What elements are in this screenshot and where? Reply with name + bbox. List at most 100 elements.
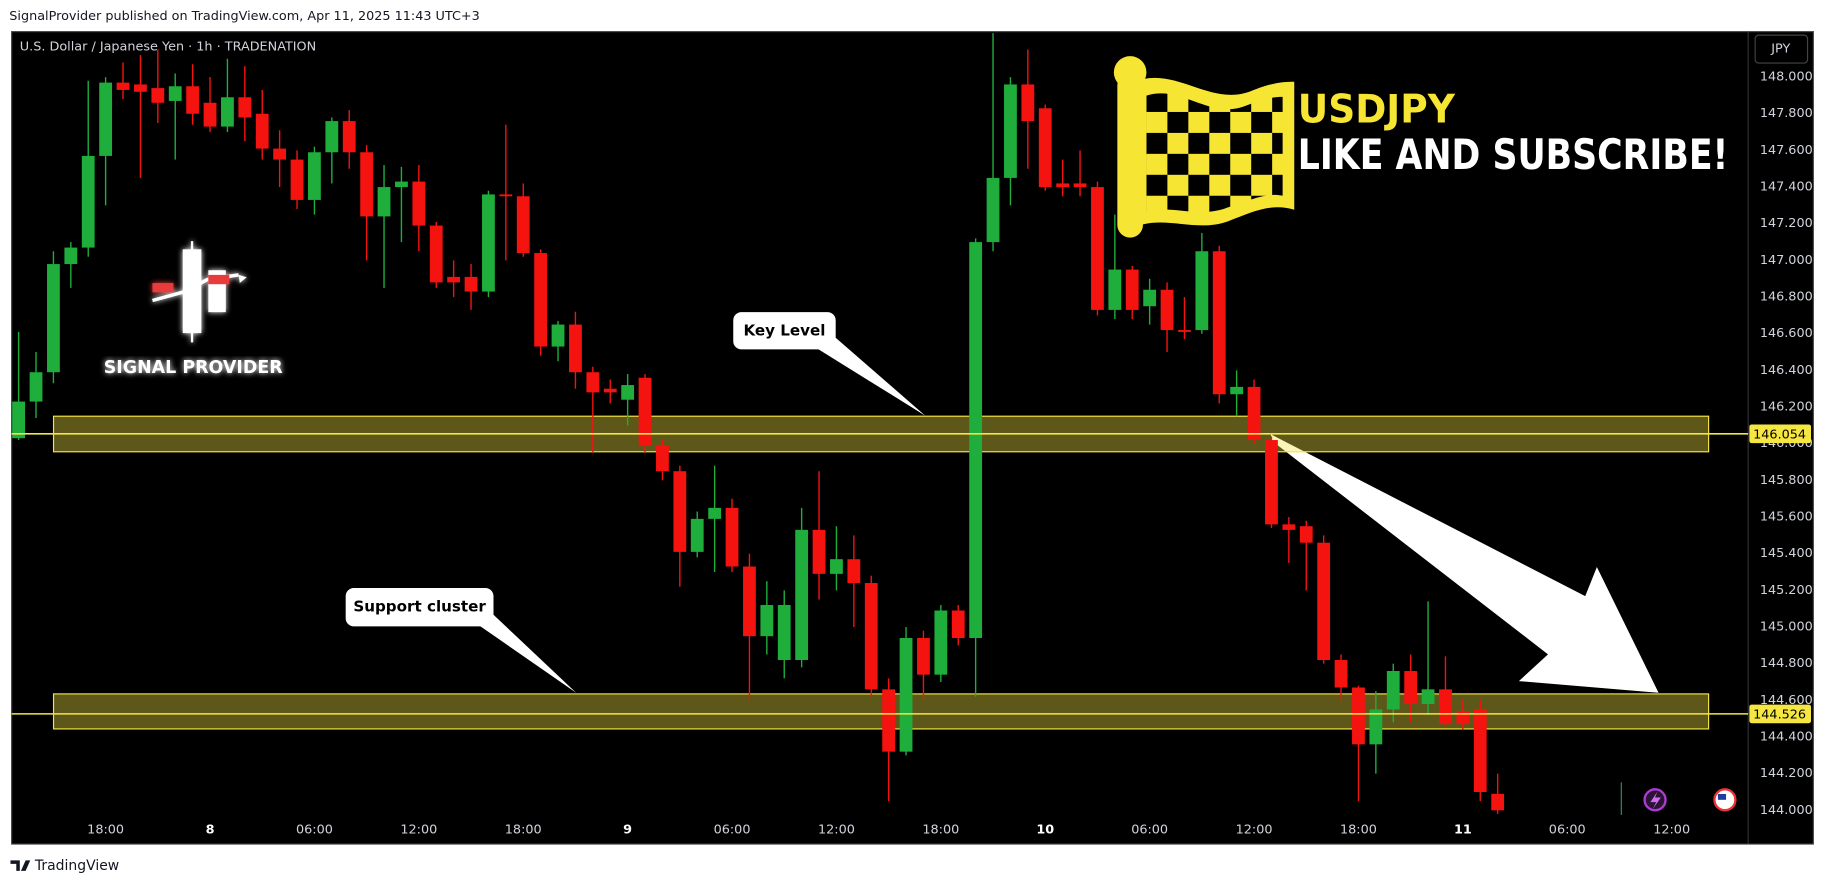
candle-body: [882, 689, 896, 752]
candle-body: [656, 445, 669, 472]
candle-body: [186, 86, 200, 114]
price-label: 144.526: [1753, 708, 1806, 723]
candle-body: [1021, 84, 1035, 122]
candle-body: [1317, 542, 1331, 661]
candle-body: [47, 264, 60, 373]
y-tick-label: 147.200: [1760, 216, 1813, 231]
candle-body: [1473, 709, 1487, 792]
callout-box: [733, 312, 836, 350]
candle-body: [1073, 183, 1087, 188]
currency[interactable]: JPY: [1770, 42, 1790, 57]
candle-body: [1352, 687, 1365, 745]
candle-body: [1282, 524, 1296, 530]
candle-body: [64, 247, 78, 265]
x-tick-label: 06:00: [714, 823, 751, 838]
flag-canton: [1717, 793, 1727, 800]
y-tick-label: 146.400: [1760, 363, 1813, 378]
event-bolt: [1650, 791, 1661, 810]
x-tick-label: 8: [206, 823, 215, 838]
candle-body: [638, 377, 652, 446]
candle-body: [499, 194, 513, 197]
candle-body: [1212, 251, 1226, 395]
candle-body: [1491, 793, 1505, 811]
candle-body: [1334, 660, 1348, 688]
candle-body: [429, 225, 443, 283]
candle-body: [673, 471, 687, 552]
symbol-info: U.S. Dollar / Japanese Yen · 1h · TRADEN…: [20, 39, 316, 54]
candle-body: [238, 97, 252, 118]
candle-body: [464, 276, 478, 292]
candle-body: [934, 610, 948, 675]
chart-subtitle: LIKE AND SUBSCRIBE!: [1298, 130, 1729, 179]
logo-red: [208, 274, 230, 285]
candle-body: [864, 583, 878, 690]
candle-body: [690, 518, 704, 552]
callout-label: Support cluster: [353, 598, 486, 616]
x-tick-label: 06:00: [1131, 823, 1168, 838]
y-tick-label: 146.200: [1760, 400, 1813, 415]
y-tick-label: 145.200: [1760, 583, 1813, 598]
candle-body: [569, 324, 582, 373]
price-label-box: [1749, 704, 1812, 724]
candle-body: [1265, 440, 1278, 525]
candle-body: [81, 155, 95, 248]
candle-body: [1247, 386, 1261, 441]
x-tick-label: 12:00: [1236, 823, 1273, 838]
candle-body: [1143, 289, 1157, 307]
candle-body: [482, 194, 495, 292]
forecast-arrow: [1270, 434, 1659, 693]
candle-body: [1004, 84, 1017, 178]
x-tick-label: 12:00: [818, 823, 855, 838]
callout-box: [345, 587, 494, 627]
candle-body: [377, 187, 391, 217]
candle-body: [1178, 330, 1191, 332]
x-tick-label: 10: [1036, 823, 1054, 838]
candle-body: [1108, 269, 1122, 310]
candle-body: [99, 82, 113, 156]
candle-body: [743, 566, 756, 637]
candle-body: [203, 102, 217, 127]
candle-body: [812, 529, 826, 574]
y-tick-label: 145.000: [1760, 620, 1813, 635]
flag-logo: [1113, 56, 1295, 238]
candle-body: [412, 181, 426, 226]
candle-body: [308, 152, 321, 200]
y-tick-label: 147.000: [1760, 253, 1813, 268]
y-tick-label: 147.800: [1760, 106, 1813, 121]
logo-red: [152, 283, 174, 293]
candle-body: [273, 148, 287, 160]
y-tick-label: 145.600: [1760, 510, 1813, 525]
y-tick-label: 144.000: [1760, 803, 1813, 818]
candle-body: [777, 605, 791, 661]
y-tick-label: 147.600: [1760, 143, 1813, 158]
candle-body: [447, 276, 461, 283]
candle-body: [1386, 671, 1400, 710]
overlay: 146.054 144.526 Key Level Support cluster: [11, 312, 1812, 724]
currency-box[interactable]: [1754, 34, 1809, 64]
price-label: 146.054: [1753, 427, 1806, 442]
x-tick-label: 18:00: [505, 823, 542, 838]
candle-body: [29, 372, 43, 402]
x-tick-label: 18:00: [87, 823, 124, 838]
tv-mark: [10, 860, 31, 871]
candle-body: [1439, 689, 1452, 725]
publisher-line: SignalProvider published on TradingView.…: [9, 9, 480, 24]
candle-body: [1038, 108, 1052, 188]
candle-body: [830, 559, 843, 574]
candle-body: [1421, 689, 1435, 705]
candle-body: [1299, 526, 1313, 543]
candle-body: [516, 196, 530, 254]
chart-title: USDJPY: [1298, 86, 1456, 132]
candle-body: [255, 113, 269, 149]
candle-body: [1091, 187, 1104, 310]
candle-body: [1160, 289, 1174, 331]
logo-text: SIGNAL PROVIDER: [104, 358, 284, 378]
x-tick-label: 06:00: [1549, 823, 1586, 838]
x-tick-label: 9: [623, 823, 632, 838]
flag-checker: [1146, 93, 1283, 213]
logo-arrow-head: [238, 274, 247, 284]
candle-body: [116, 82, 130, 90]
callout-label: Key Level: [743, 321, 825, 339]
